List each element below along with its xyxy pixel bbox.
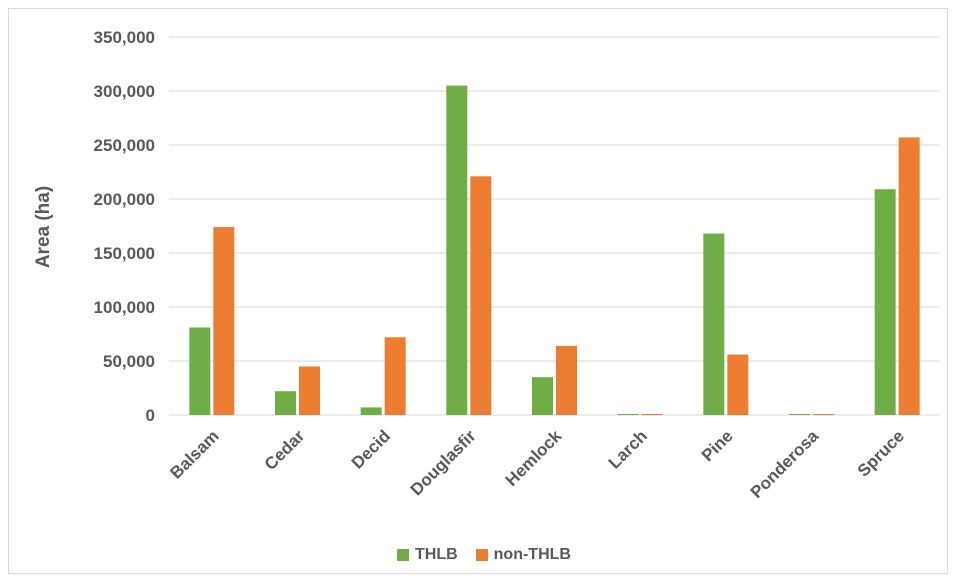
bar-thlb-hemlock <box>532 377 553 415</box>
bar-non-thlb-balsam <box>213 227 235 415</box>
bar-thlb-larch <box>617 414 639 415</box>
y-tick-label: 300,000 <box>94 82 155 101</box>
y-tick-label: 0 <box>146 406 155 425</box>
gridlines <box>169 36 940 416</box>
bar-thlb-balsam <box>189 327 211 415</box>
legend-item-thlb: THLB <box>397 546 458 564</box>
bar-non-thlb-larch <box>641 414 663 415</box>
bar-thlb-douglasfir <box>446 85 468 415</box>
bar-thlb-cedar <box>275 391 296 415</box>
chart-frame: 0 50,000 100,000 150,000 200,000 250,000 300,0… <box>8 8 948 574</box>
legend-swatch-non-thlb <box>475 549 488 561</box>
bar-non-thlb-douglasfir <box>470 176 492 415</box>
bar-non-thlb-cedar <box>299 366 320 415</box>
legend-label-non-thlb: non-THLB <box>493 546 571 563</box>
bar-non-thlb-pine <box>727 354 749 415</box>
x-axis-ticks: Balsam Cedar Decid Douglasfir Hemlock Larch Pi… <box>166 426 908 502</box>
x-tick-label: Hemlock <box>502 426 566 490</box>
y-tick-label: 150,000 <box>94 244 155 263</box>
bar-non-thlb-spruce <box>898 137 920 415</box>
bar-thlb-spruce <box>874 189 896 415</box>
y-tick-label: 250,000 <box>94 136 155 155</box>
y-axis-title: Area (ha) <box>33 186 54 268</box>
legend: THLB non-THLB <box>397 546 571 564</box>
bar-thlb-ponderosa <box>789 414 810 415</box>
legend-swatch-thlb <box>397 549 409 561</box>
y-tick-label: 50,000 <box>103 352 155 371</box>
x-tick-label: Cedar <box>261 426 309 474</box>
bar-non-thlb-decid <box>384 337 406 415</box>
bar-non-thlb-hemlock <box>556 345 577 415</box>
chart-canvas: 0 50,000 100,000 150,000 200,000 250,000 300,0… <box>33 28 940 502</box>
x-tick-label: Balsam <box>166 426 222 482</box>
bar-thlb-pine <box>703 233 725 415</box>
bars <box>189 85 920 415</box>
y-tick-label: 100,000 <box>94 298 155 317</box>
legend-label-thlb: THLB <box>415 546 458 563</box>
x-tick-label: Ponderosa <box>747 426 823 502</box>
y-axis-ticks: 0 50,000 100,000 150,000 200,000 250,000 300,0… <box>94 28 155 425</box>
y-tick-label: 350,000 <box>94 28 155 47</box>
legend-item-non-thlb: non-THLB <box>475 546 571 564</box>
x-tick-label: Douglasfir <box>407 426 480 499</box>
x-tick-label: Larch <box>605 426 651 472</box>
bar-non-thlb-ponderosa <box>813 414 834 415</box>
x-tick-label: Decid <box>348 426 394 472</box>
y-tick-label: 200,000 <box>94 190 155 209</box>
bar-thlb-decid <box>360 407 382 415</box>
x-tick-label: Pine <box>698 426 737 465</box>
x-tick-label: Spruce <box>854 426 908 480</box>
